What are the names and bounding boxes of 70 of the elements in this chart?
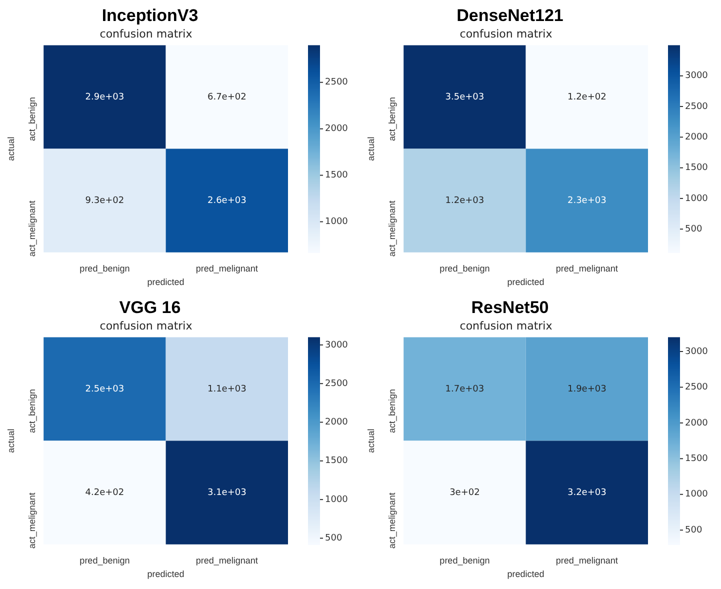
y-axis-title: actual [6, 136, 16, 161]
color-bar-label: 2500 [325, 78, 348, 88]
y-tick-label: act_benign [387, 389, 398, 434]
data-label: 3.5e+03 [445, 92, 484, 102]
x-axis-title: predicted [147, 277, 184, 288]
data-label: 1.1e+03 [207, 384, 246, 394]
color-bar-label: 2000 [325, 418, 348, 428]
color-bar-label: 2500 [325, 378, 348, 389]
color-bar-label: 2500 [685, 382, 708, 393]
data-label: 3.1e+03 [207, 488, 246, 498]
x-tick-label: pred_benign [440, 555, 490, 566]
color-bar-label: 2000 [685, 418, 708, 428]
color-bar-label: 3000 [685, 71, 708, 82]
color-bar-label: 1000 [685, 490, 708, 500]
x-axis-title: predicted [147, 569, 184, 580]
chart-title: ResNet50 [470, 297, 550, 319]
color-bar-label: 3000 [325, 340, 348, 350]
data-label: 1.2e+02 [567, 92, 606, 102]
data-label: 1.7e+03 [445, 384, 484, 394]
data-label: 2.6e+03 [207, 196, 246, 206]
y-axis-title: actual [366, 428, 376, 453]
data-label: 2.9e+03 [85, 92, 124, 102]
data-label: 1.9e+03 [567, 384, 606, 394]
color-bar-label: 500 [685, 525, 702, 536]
x-tick-label: pred_benign [440, 263, 490, 274]
x-axis-title: predicted [507, 277, 544, 288]
y-tick-label: act_melignant [387, 200, 398, 257]
color-bar-label: 1000 [325, 494, 348, 505]
color-bar-label: 500 [325, 534, 342, 544]
color-bar-label: 1000 [685, 194, 708, 204]
x-tick-label: pred_benign [80, 263, 130, 274]
x-tick-label: pred_melignant [196, 555, 258, 566]
data-label: 2.5e+03 [85, 384, 124, 394]
color-bar-label: 1500 [325, 170, 348, 181]
y-tick-label: act_benign [27, 97, 38, 142]
color-bar-label: 500 [685, 224, 702, 234]
color-bar-label: 1500 [325, 456, 348, 466]
y-tick-label: act_melignant [27, 492, 38, 549]
chart-title: InceptionV3 [100, 5, 200, 27]
data-label: 9.3e+02 [85, 196, 124, 206]
chart-subtitle: confusion matrix [100, 319, 193, 332]
data-label: 3e+02 [450, 488, 480, 498]
x-axis-title: predicted [507, 569, 544, 580]
chart-title: VGG 16 [118, 297, 182, 319]
chart-subtitle: confusion matrix [460, 319, 553, 332]
color-bar-label: 3000 [685, 346, 708, 357]
chart-subtitle: confusion matrix [460, 27, 553, 40]
data-label: 3.2e+03 [567, 488, 606, 498]
chart-title: DenseNet121 [456, 5, 564, 27]
color-bar-label: 2000 [685, 132, 708, 142]
y-tick-label: act_melignant [387, 492, 398, 549]
y-tick-label: act_benign [27, 389, 38, 434]
data-label: 2.3e+03 [567, 196, 606, 206]
y-axis-title: actual [366, 136, 376, 161]
color-bar-label: 1000 [325, 217, 348, 228]
y-axis-title: actual [6, 428, 16, 453]
x-tick-label: pred_benign [80, 555, 130, 566]
color-bar-label: 1500 [685, 454, 708, 464]
x-tick-label: pred_melignant [556, 263, 618, 274]
x-tick-label: pred_melignant [556, 555, 618, 566]
color-bar-label: 1500 [685, 163, 708, 174]
y-tick-label: act_benign [387, 97, 398, 142]
chart-subtitle: confusion matrix [100, 27, 193, 40]
data-label: 4.2e+02 [85, 488, 124, 498]
color-bar-label: 2500 [685, 102, 708, 112]
data-label: 1.2e+03 [445, 196, 484, 206]
x-tick-label: pred_melignant [196, 263, 258, 274]
y-tick-label: act_melignant [27, 200, 38, 257]
data-label: 6.7e+02 [207, 92, 246, 102]
color-bar-label: 2000 [325, 124, 348, 134]
